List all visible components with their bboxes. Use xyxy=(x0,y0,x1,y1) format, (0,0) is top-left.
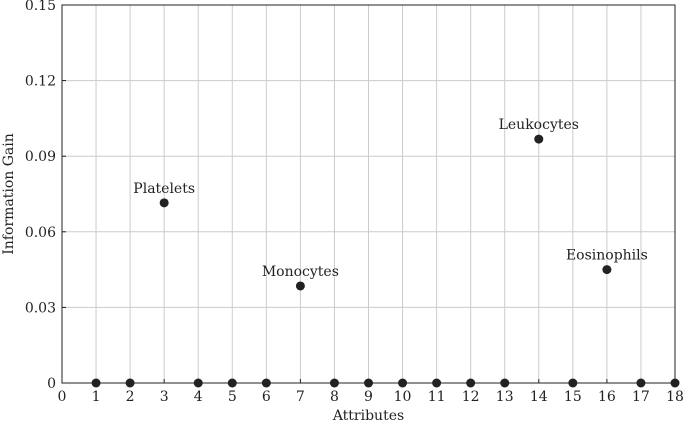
x-axis-label: Attributes xyxy=(332,408,404,424)
y-tick-label: 0.09 xyxy=(25,149,56,165)
data-point xyxy=(636,378,646,388)
data-point xyxy=(670,378,680,388)
x-tick-label: 6 xyxy=(262,389,271,405)
grid xyxy=(62,5,675,383)
point-label-platelets: Platelets xyxy=(133,181,195,197)
point-labels: Platelets Monocytes Leukocytes Eosinophils xyxy=(133,117,648,280)
x-tick-label: 8 xyxy=(330,389,339,405)
x-tick-label: 5 xyxy=(228,389,237,405)
data-point xyxy=(364,378,373,388)
x-tick-label: 4 xyxy=(194,389,203,405)
x-tick-label: 2 xyxy=(126,389,135,405)
y-tick-label: 0.06 xyxy=(25,225,56,241)
data-point xyxy=(193,378,203,388)
x-tick-label: 1 xyxy=(92,389,101,405)
data-point xyxy=(602,265,612,275)
data-point xyxy=(432,378,442,388)
data-point xyxy=(125,378,135,388)
x-tick-label: 3 xyxy=(160,389,169,405)
data-point xyxy=(261,378,271,388)
data-point xyxy=(329,378,339,388)
y-axis-label: Information Gain xyxy=(1,133,17,255)
data-point xyxy=(500,378,510,388)
x-tick-label: 13 xyxy=(496,389,514,405)
data-point xyxy=(534,134,544,144)
data-points xyxy=(91,134,680,388)
point-label-monocytes: Monocytes xyxy=(262,264,339,280)
tick-labels: 0 1 2 3 4 5 6 7 8 9 10 11 12 13 14 15 16 17 1800.030.060.0… xyxy=(25,0,684,405)
point-label-eosinophils: Eosinophils xyxy=(566,248,648,264)
data-point xyxy=(398,378,408,388)
x-tick-label: 10 xyxy=(394,389,412,405)
data-point xyxy=(227,378,237,388)
data-point xyxy=(568,378,578,388)
data-point xyxy=(91,378,101,388)
x-tick-label: 12 xyxy=(462,389,480,405)
x-tick-label: 17 xyxy=(632,389,650,405)
x-tick-label: 16 xyxy=(598,389,616,405)
x-tick-label: 18 xyxy=(666,389,684,405)
data-point xyxy=(466,378,476,388)
y-tick-label: 0.03 xyxy=(25,300,56,316)
x-tick-label: 9 xyxy=(364,389,373,405)
x-tick-label: 14 xyxy=(530,389,548,405)
y-tick-label: 0.12 xyxy=(25,74,56,90)
x-tick-label: 7 xyxy=(296,389,305,405)
data-point xyxy=(159,198,169,208)
x-tick-label: 0 xyxy=(58,389,67,405)
point-label-leukocytes: Leukocytes xyxy=(499,117,579,133)
y-tick-label: 0 xyxy=(47,376,56,392)
x-tick-label: 15 xyxy=(564,389,582,405)
x-tick-label: 11 xyxy=(428,389,446,405)
y-tick-label: 0.15 xyxy=(25,0,56,14)
data-point xyxy=(295,281,305,291)
